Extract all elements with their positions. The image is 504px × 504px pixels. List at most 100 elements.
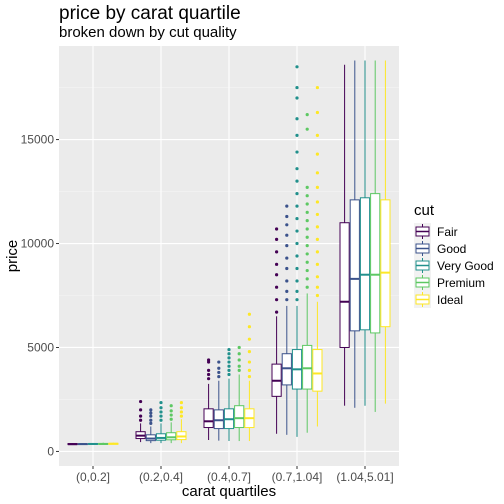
outlier-point — [159, 406, 163, 410]
outlier-point — [315, 293, 319, 298]
outlier-point — [169, 413, 173, 417]
x-tick-label: (1.04,5.01] — [336, 470, 393, 484]
outlier-point — [305, 210, 309, 214]
outlier-point — [159, 410, 163, 414]
outlier-point — [139, 399, 143, 404]
outlier-point — [207, 358, 211, 362]
outlier-point — [237, 368, 241, 372]
outlier-point — [169, 404, 173, 408]
boxplot-good — [145, 408, 156, 444]
outlier-point — [305, 260, 309, 264]
boxplot-premium — [234, 345, 245, 442]
boxplot-very-good — [291, 65, 303, 437]
box — [234, 405, 245, 429]
outlier-point — [295, 85, 299, 90]
outlier-point — [285, 289, 289, 293]
outlier-point — [275, 273, 279, 277]
boxplot-very-good — [87, 442, 99, 445]
outlier-point — [295, 298, 299, 302]
outlier-point — [285, 298, 289, 302]
outlier-point — [315, 275, 319, 279]
outlier-point — [315, 171, 319, 175]
outlier-point — [275, 262, 279, 266]
box — [380, 199, 391, 328]
outlier-point — [179, 406, 183, 410]
legend-label: Ideal — [437, 293, 463, 307]
boxplot-very-good — [223, 347, 235, 442]
outlier-point — [305, 202, 309, 206]
boxplot-good — [213, 360, 224, 441]
boxplot-ideal — [176, 400, 187, 444]
outlier-point — [275, 227, 279, 231]
outlier-point — [217, 370, 221, 375]
legend-label: Premium — [437, 276, 485, 290]
x-tick-label: (0.7,1.04] — [272, 470, 323, 484]
outlier-point — [295, 117, 299, 121]
boxplot-premium — [166, 404, 177, 444]
outlier-point — [275, 310, 279, 314]
outlier-point — [295, 167, 299, 171]
outlier-point — [305, 285, 309, 289]
outlier-point — [159, 414, 163, 418]
outlier-point — [305, 113, 309, 117]
outlier-point — [237, 352, 241, 356]
boxplot-fair — [339, 64, 350, 406]
x-tick-label: (0.2,0.4] — [139, 470, 183, 484]
outlier-point — [305, 252, 309, 256]
outlier-point — [227, 364, 231, 368]
outlier-point — [295, 150, 299, 154]
box — [312, 349, 323, 392]
boxplot-ideal — [380, 60, 391, 404]
outlier-point — [295, 229, 299, 233]
y-tick-label: 10000 — [21, 237, 55, 251]
outlier-point — [217, 374, 221, 379]
outlier-point — [149, 421, 153, 425]
legend-label: Good — [437, 242, 466, 256]
outlier-point — [315, 285, 319, 289]
legend-item-ideal: Ideal — [414, 291, 463, 308]
legend-item-premium: Premium — [414, 274, 485, 291]
box — [203, 408, 214, 429]
legend: cut Fair Good Very Good Premium Ideal — [414, 202, 494, 308]
outlier-point — [285, 244, 289, 248]
outlier-point — [237, 345, 241, 350]
outlier-point — [179, 410, 183, 414]
outlier-point — [305, 268, 309, 273]
outlier-point — [315, 212, 319, 217]
outlier-point — [227, 347, 231, 352]
boxplot-very-good — [155, 400, 167, 444]
outlier-point — [247, 312, 251, 316]
outlier-point — [217, 360, 221, 364]
boxplot-premium — [302, 113, 313, 433]
outlier-point — [247, 350, 251, 354]
outlier-point — [315, 225, 319, 229]
box — [302, 344, 313, 390]
outlier-point — [315, 110, 319, 115]
axes: 0 5000 10000 15000 (0,0.2] (0.2,0.4] (0.4,0.7]… — [21, 133, 394, 484]
box — [166, 432, 177, 441]
outlier-point — [227, 356, 231, 360]
box — [281, 353, 292, 386]
x-tick-label: (0.4,0.7] — [207, 470, 251, 484]
outlier-point — [149, 414, 153, 418]
y-tick-label: 5000 — [27, 340, 54, 354]
outlier-point — [275, 285, 279, 289]
outlier-point — [159, 400, 163, 405]
outlier-point — [285, 256, 289, 260]
box — [359, 197, 371, 331]
outlier-point — [295, 289, 299, 293]
outlier-point — [149, 418, 153, 422]
boxplot-very-good — [359, 60, 371, 406]
outlier-point — [295, 279, 299, 283]
outlier-point — [305, 227, 309, 231]
outlier-point — [139, 414, 143, 418]
box — [213, 409, 224, 430]
chart-title: price by carat quartile — [59, 3, 241, 24]
outlier-point — [295, 241, 299, 246]
legend-item-fair: Fair — [414, 223, 458, 240]
outlier-point — [169, 409, 173, 413]
outlier-point — [315, 262, 319, 266]
outlier-point — [179, 414, 183, 418]
outlier-point — [207, 368, 211, 372]
